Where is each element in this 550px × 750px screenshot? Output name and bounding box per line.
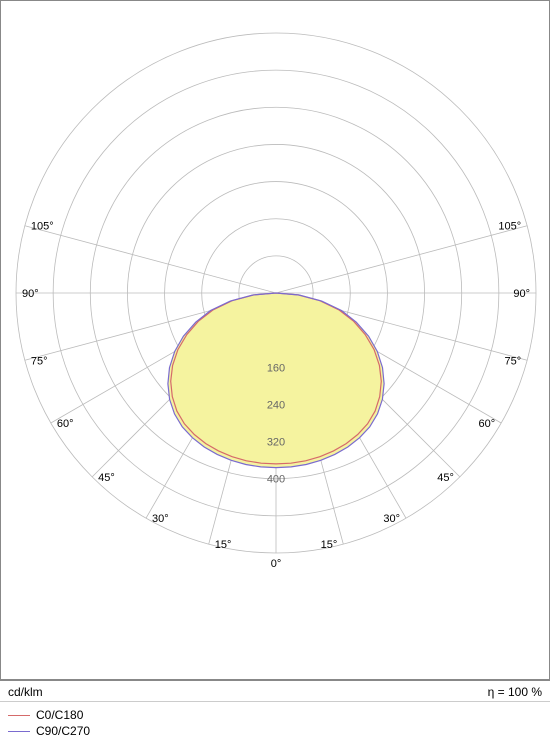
legend: C0/C180 C90/C270 [0,702,550,746]
ring-label: 240 [267,399,285,411]
efficiency-label: η = 100 % [488,685,542,699]
angle-label: 60° [57,418,74,430]
legend-item: C0/C180 [8,708,542,722]
angle-label: 0° [271,558,282,570]
angle-label: 15° [215,539,232,551]
ring-label: 160 [267,362,285,374]
angle-label: 75° [505,355,522,367]
legend-item: C90/C270 [8,724,542,738]
angle-label: 90° [513,288,530,300]
grid-spoke [276,226,527,293]
angle-label: 30° [383,513,400,525]
polar-plot: 160 240 320 400 105° 90° 75° 60° 45° 30° 15° 105° 90… [1,1,550,681]
angle-label: 90° [22,288,39,300]
angle-label: 45° [437,472,454,484]
plot-frame: 160 240 320 400 105° 90° 75° 60° 45° 30° 15° 105° 90… [0,0,550,680]
angle-label: 105° [498,221,521,233]
angle-label: 105° [31,221,54,233]
units-label: cd/klm [8,685,43,699]
legend-swatch [8,731,30,732]
grid-spoke [25,226,276,293]
angle-label: 60° [479,418,496,430]
angle-label: 15° [321,539,338,551]
legend-label: C0/C180 [36,708,83,722]
ring-label: 400 [267,474,285,486]
angle-label: 75° [31,355,48,367]
ring-label: 320 [267,437,285,449]
angle-label: 45° [98,472,115,484]
legend-label: C90/C270 [36,724,90,738]
footer: cd/klm η = 100 % [0,680,550,702]
angle-label: 30° [152,513,169,525]
legend-swatch [8,715,30,716]
